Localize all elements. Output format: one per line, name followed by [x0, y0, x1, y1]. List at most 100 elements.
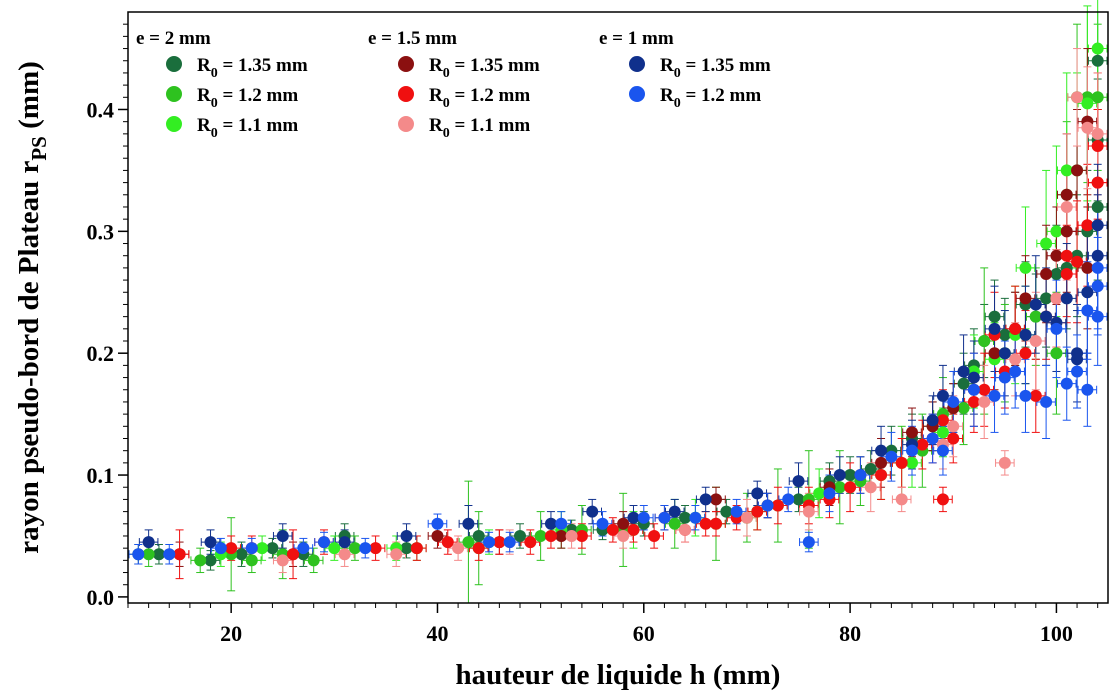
- data-point: [1040, 310, 1053, 323]
- data-point: [1029, 389, 1042, 402]
- data-point: [936, 426, 949, 439]
- data-point: [1029, 310, 1042, 323]
- data-point: [544, 529, 557, 542]
- data-point: [1071, 353, 1084, 366]
- data-point: [936, 444, 949, 457]
- data-point: [1091, 140, 1104, 153]
- data-point: [864, 481, 877, 494]
- y-axis-title-main: rayon pseudo-bord de Plateau r: [13, 161, 45, 554]
- data-point: [792, 493, 805, 506]
- data-point: [565, 529, 578, 542]
- data-point: [1081, 383, 1094, 396]
- data-point: [895, 456, 908, 469]
- legend-marker: [629, 56, 645, 72]
- data-point: [1091, 249, 1104, 262]
- data-point: [998, 371, 1011, 384]
- data-point: [957, 365, 970, 378]
- data-point: [1081, 261, 1094, 274]
- data-point: [245, 554, 258, 567]
- data-point: [916, 438, 929, 451]
- data-point: [668, 517, 681, 530]
- legend-marker: [166, 86, 182, 102]
- data-point: [833, 481, 846, 494]
- data-point: [1060, 377, 1073, 390]
- data-point: [163, 548, 176, 561]
- data-point: [1081, 97, 1094, 110]
- data-point: [1009, 353, 1022, 366]
- data-point: [1060, 292, 1073, 305]
- data-point: [978, 395, 991, 408]
- y-axis-title-unit: (mm): [13, 61, 45, 136]
- data-point: [369, 542, 382, 555]
- data-point: [1060, 188, 1073, 201]
- data-point: [710, 493, 722, 506]
- data-point: [988, 389, 1001, 402]
- data-point: [761, 499, 774, 512]
- data-point: [875, 444, 888, 457]
- data-point: [348, 542, 361, 555]
- data-point: [328, 542, 341, 555]
- data-point: [555, 529, 568, 542]
- data-point: [235, 548, 248, 561]
- data-point: [627, 523, 640, 536]
- legend-marker: [398, 86, 414, 102]
- data-point: [338, 548, 351, 561]
- legend-group-title: e = 2 mm: [136, 28, 211, 49]
- data-point: [844, 481, 857, 494]
- legend-entry-label: R0 = 1.2 mm: [197, 85, 298, 111]
- legend-entry-label: R0 = 1.2 mm: [660, 85, 761, 111]
- data-point: [142, 548, 155, 561]
- data-point: [276, 529, 289, 542]
- data-point: [297, 542, 310, 555]
- data-point: [637, 511, 650, 524]
- data-point: [1071, 255, 1084, 268]
- data-point: [854, 469, 867, 482]
- data-point: [988, 310, 1001, 323]
- data-point: [1019, 261, 1032, 274]
- data-point: [833, 469, 846, 482]
- data-point: [1040, 267, 1053, 280]
- data-point: [524, 536, 537, 549]
- data-point: [957, 377, 970, 390]
- data-point: [400, 529, 413, 542]
- data-point: [431, 529, 444, 542]
- data-point: [204, 536, 217, 549]
- data-point: [503, 536, 516, 549]
- legend-group-title: e = 1 mm: [599, 28, 674, 49]
- data-point: [1029, 335, 1042, 348]
- error-bar: [933, 486, 953, 513]
- data-point: [1060, 200, 1073, 213]
- data-point: [802, 505, 815, 518]
- data-point: [1009, 322, 1022, 335]
- data-point: [307, 554, 320, 567]
- legend-entry-label: R0 = 1.35 mm: [197, 55, 308, 81]
- data-point: [906, 444, 918, 457]
- data-point: [792, 475, 805, 488]
- data-point: [844, 469, 857, 482]
- y-axis-ticks: 0.0 0.1 0.2 0.3 0.4: [87, 23, 128, 610]
- x-tick-label: 100: [1040, 621, 1073, 646]
- data-points-layer: [132, 42, 1104, 567]
- data-point: [1071, 164, 1084, 177]
- data-point: [998, 456, 1011, 469]
- data-point: [1091, 127, 1104, 140]
- data-point: [689, 511, 702, 524]
- data-point: [214, 542, 227, 555]
- y-tick-label: 0.2: [87, 341, 115, 366]
- legend-entry-label: R0 = 1.1 mm: [197, 115, 298, 141]
- data-point: [668, 505, 681, 518]
- data-point: [936, 389, 949, 402]
- data-point: [338, 536, 351, 549]
- legend-marker: [629, 86, 645, 102]
- data-point: [514, 529, 526, 542]
- data-point: [1091, 261, 1104, 274]
- data-point: [740, 511, 753, 524]
- data-point: [441, 536, 454, 549]
- data-point: [864, 462, 877, 475]
- data-point: [472, 529, 485, 542]
- data-point: [431, 517, 444, 530]
- y-tick-label: 0.4: [87, 97, 115, 122]
- data-point: [400, 542, 413, 555]
- legend-entry-label: R0 = 1.35 mm: [429, 55, 540, 81]
